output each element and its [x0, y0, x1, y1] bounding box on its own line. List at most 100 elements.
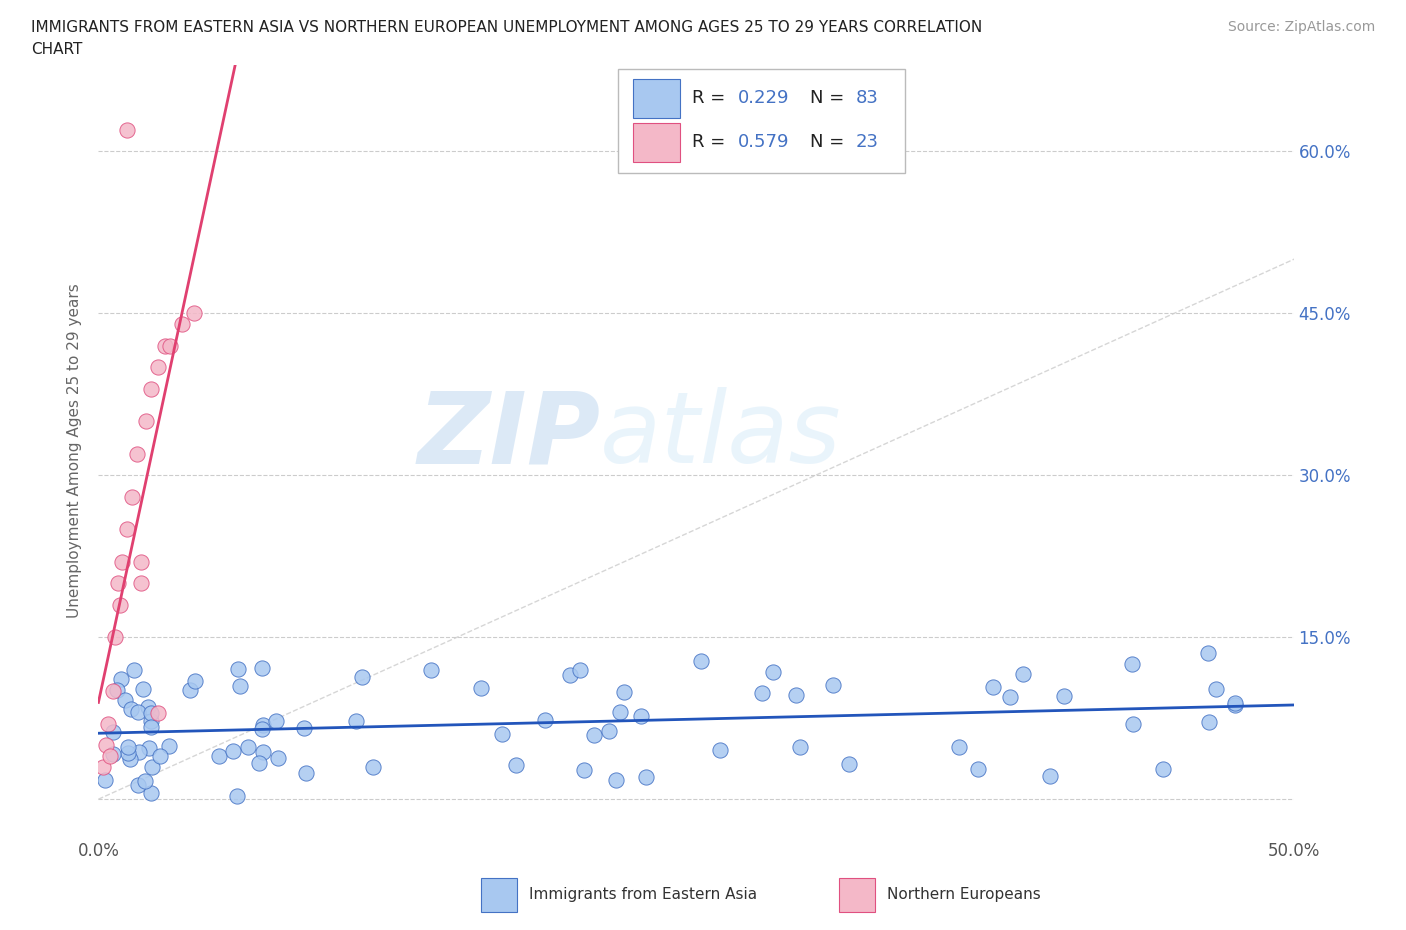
Point — [149, 749, 172, 764]
FancyBboxPatch shape — [619, 69, 905, 173]
Text: Immigrants from Eastern Asia: Immigrants from Eastern Asia — [529, 887, 756, 902]
Point — [157, 739, 180, 754]
Point — [598, 724, 620, 738]
Point — [252, 745, 274, 760]
Point — [821, 677, 844, 692]
Y-axis label: Unemployment Among Ages 25 to 29 years: Unemployment Among Ages 25 to 29 years — [67, 284, 83, 618]
Point — [505, 758, 527, 773]
Point — [1121, 657, 1143, 671]
Point — [420, 662, 443, 677]
Point — [125, 446, 148, 461]
Point — [139, 705, 162, 720]
Point — [630, 709, 652, 724]
Text: IMMIGRANTS FROM EASTERN ASIA VS NORTHERN EUROPEAN UNEMPLOYMENT AMONG AGES 25 TO : IMMIGRANTS FROM EASTERN ASIA VS NORTHERN… — [31, 20, 983, 35]
FancyBboxPatch shape — [481, 878, 517, 912]
Point — [1012, 666, 1035, 681]
Point — [222, 743, 245, 758]
Point — [295, 766, 318, 781]
Point — [91, 760, 114, 775]
Point — [983, 680, 1005, 695]
Point — [292, 721, 315, 736]
Point — [1053, 688, 1076, 703]
Point — [132, 682, 155, 697]
Point — [115, 123, 138, 138]
Point — [120, 751, 142, 766]
Text: ZIP: ZIP — [418, 387, 600, 485]
Point — [135, 414, 157, 429]
Point — [208, 749, 231, 764]
Point — [184, 673, 207, 688]
Point — [948, 739, 970, 754]
Point — [1152, 762, 1174, 777]
Point — [159, 339, 181, 353]
Point — [966, 762, 988, 777]
Point — [101, 725, 124, 740]
Point — [101, 684, 124, 698]
Text: 0.229: 0.229 — [738, 89, 789, 107]
Point — [155, 339, 177, 353]
Point — [613, 684, 636, 699]
Point — [605, 772, 627, 787]
Point — [148, 360, 170, 375]
Text: atlas: atlas — [600, 387, 842, 485]
Text: 0.579: 0.579 — [738, 133, 789, 152]
Point — [1223, 696, 1246, 711]
Point — [228, 662, 250, 677]
Point — [491, 726, 513, 741]
Point — [470, 681, 492, 696]
Point — [361, 760, 384, 775]
Point — [1038, 768, 1060, 783]
Point — [105, 683, 128, 698]
Point — [609, 705, 631, 720]
Point — [267, 751, 290, 765]
FancyBboxPatch shape — [839, 878, 876, 912]
Point — [236, 739, 259, 754]
Point — [533, 712, 555, 727]
Point — [114, 693, 136, 708]
Point — [998, 689, 1021, 704]
Point — [141, 760, 163, 775]
Point — [1198, 714, 1220, 729]
Point — [558, 668, 581, 683]
Text: N =: N = — [810, 133, 849, 152]
Text: R =: R = — [692, 133, 731, 152]
Point — [352, 670, 374, 684]
Point — [111, 554, 134, 569]
Point — [136, 699, 159, 714]
Point — [108, 597, 131, 612]
Point — [103, 747, 125, 762]
Point — [128, 745, 150, 760]
Point — [131, 576, 153, 591]
Text: N =: N = — [810, 89, 849, 107]
Point — [138, 740, 160, 755]
Point — [582, 727, 605, 742]
Point — [94, 737, 117, 752]
Point — [762, 665, 785, 680]
Point — [250, 722, 273, 737]
Point — [690, 654, 713, 669]
Point — [1225, 698, 1247, 712]
FancyBboxPatch shape — [633, 79, 681, 117]
Point — [131, 554, 153, 569]
Point — [572, 763, 595, 777]
Point — [120, 701, 142, 716]
Point — [127, 777, 149, 792]
Point — [104, 630, 127, 644]
Point — [117, 739, 139, 754]
Point — [148, 706, 170, 721]
FancyBboxPatch shape — [633, 123, 681, 162]
Point — [252, 717, 274, 732]
Point — [1197, 646, 1219, 661]
Point — [266, 713, 288, 728]
Text: CHART: CHART — [31, 42, 83, 57]
Point — [634, 770, 657, 785]
Point — [107, 576, 129, 591]
Point — [751, 685, 773, 700]
Point — [115, 522, 138, 537]
Point — [110, 671, 132, 686]
Text: Northern Europeans: Northern Europeans — [887, 887, 1040, 902]
Point — [139, 719, 162, 734]
Point — [172, 317, 194, 332]
Point — [346, 714, 368, 729]
Point — [226, 789, 249, 804]
